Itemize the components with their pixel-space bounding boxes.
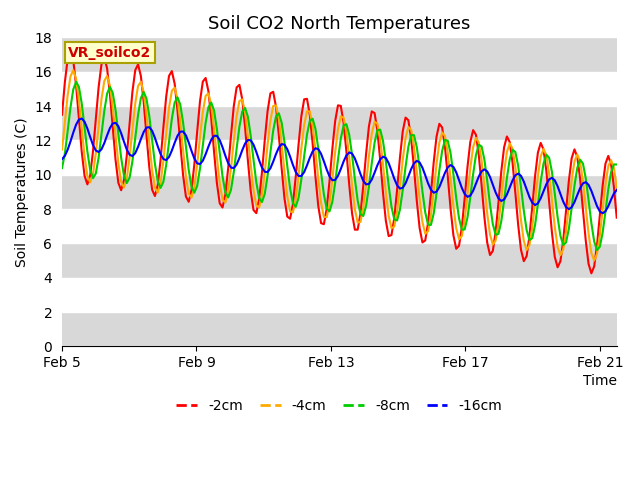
Bar bbox=[62, 37, 617, 72]
Text: Time: Time bbox=[582, 374, 617, 388]
Text: VR_soilco2: VR_soilco2 bbox=[68, 46, 151, 60]
Bar bbox=[62, 106, 617, 140]
Y-axis label: Soil Temperatures (C): Soil Temperatures (C) bbox=[15, 117, 29, 267]
Bar bbox=[62, 72, 617, 106]
Bar bbox=[62, 312, 617, 347]
Bar bbox=[62, 243, 617, 278]
Bar bbox=[62, 278, 617, 312]
Bar bbox=[62, 209, 617, 243]
Bar bbox=[62, 175, 617, 209]
Bar bbox=[62, 140, 617, 175]
Title: Soil CO2 North Temperatures: Soil CO2 North Temperatures bbox=[208, 15, 470, 33]
Legend: -2cm, -4cm, -8cm, -16cm: -2cm, -4cm, -8cm, -16cm bbox=[171, 394, 508, 419]
